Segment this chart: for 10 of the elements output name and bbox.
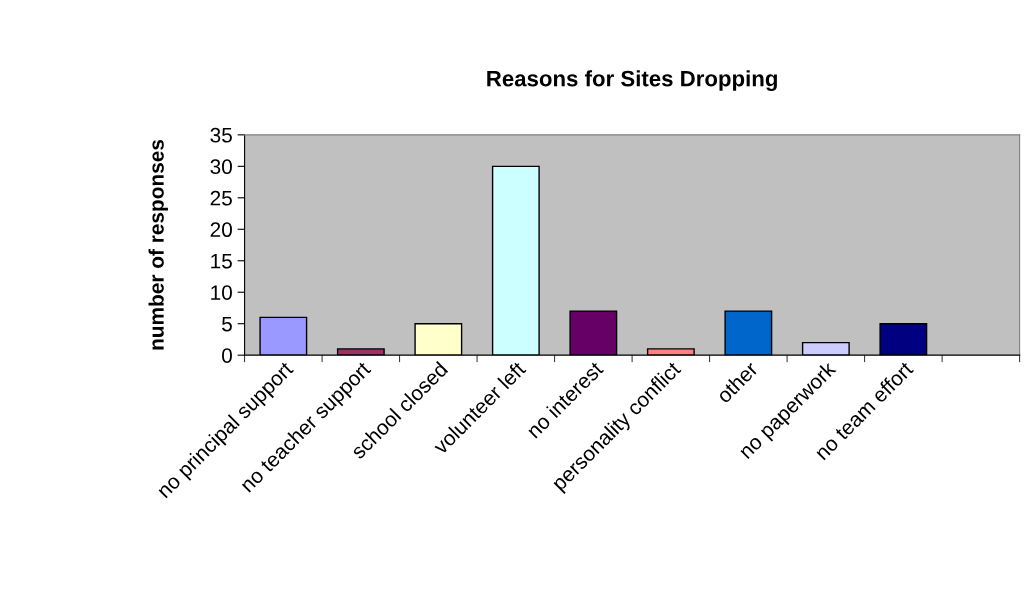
y-axis-title: number of responses (148, 139, 168, 350)
y-tick-label: 0 (222, 348, 232, 363)
y-tick-label: 30 (210, 159, 232, 175)
y-tick-label: 15 (211, 253, 232, 269)
y-tick-label: 25 (210, 190, 232, 206)
y-tick-label: 10 (211, 285, 232, 300)
chart-title: Reasons for Sites Dropping (487, 70, 777, 91)
y-tick-label: 5 (222, 316, 232, 332)
y-tick-label: 35 (210, 127, 232, 143)
y-tick-label: 20 (210, 222, 232, 238)
